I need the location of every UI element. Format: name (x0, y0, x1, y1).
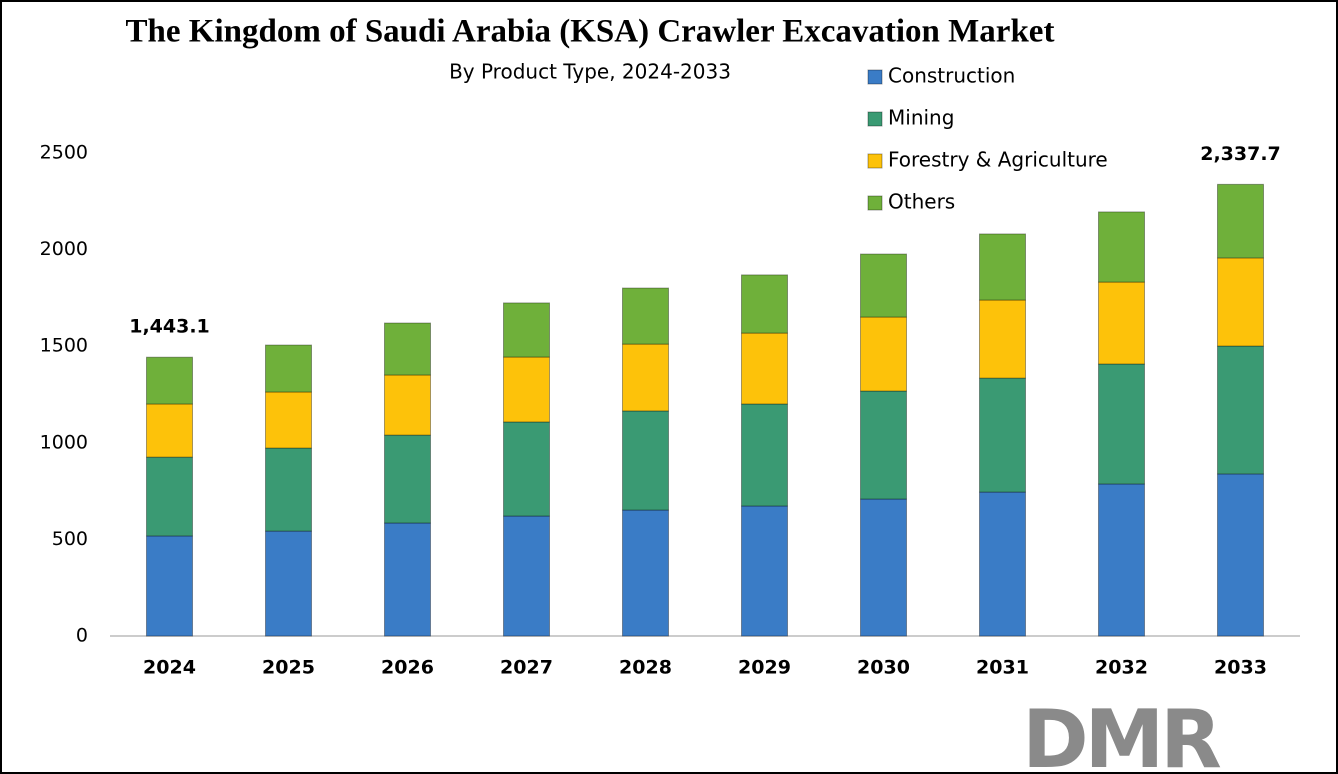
bar-segment (979, 491, 1026, 637)
bar-segment (860, 253, 907, 318)
x-tick-label: 2024 (143, 657, 196, 679)
bar-segment (384, 374, 431, 436)
bar-segment (1098, 483, 1145, 637)
bar-segment (265, 530, 312, 637)
bar-segment (146, 403, 193, 458)
y-tick-label: 2500 (40, 142, 88, 164)
bar-segment (979, 377, 1026, 493)
x-tick-label: 2027 (500, 657, 553, 679)
bar-segment (1217, 345, 1264, 475)
x-tick-label: 2030 (857, 657, 910, 679)
total-label: 2,337.7 (1200, 143, 1281, 165)
bar-segment (384, 522, 431, 637)
legend-swatch (867, 153, 883, 169)
logo-text: DMR (1022, 693, 1220, 774)
bar-segment (979, 233, 1026, 301)
bar-segment (860, 390, 907, 500)
bar-segment (146, 535, 193, 637)
legend-swatch (867, 195, 883, 211)
bar-segment (384, 434, 431, 524)
bar-segment (1098, 363, 1145, 485)
bar-segment (146, 356, 193, 405)
x-tick-label: 2032 (1095, 657, 1148, 679)
bar-segment (1098, 211, 1145, 283)
bar-segment (146, 456, 193, 537)
bar-segment (503, 302, 550, 358)
y-tick-label: 500 (52, 528, 88, 550)
total-label: 1,443.1 (129, 316, 210, 338)
bar-segment (622, 410, 669, 511)
bar-segment (1217, 473, 1264, 637)
bar-segment (503, 421, 550, 517)
y-tick-label: 2000 (40, 238, 88, 260)
bar-segment (384, 322, 431, 376)
bar-segment (860, 316, 907, 392)
x-tick-label: 2028 (619, 657, 672, 679)
bar-segment (622, 287, 669, 345)
bar-segment (622, 343, 669, 412)
y-tick-label: 1500 (40, 335, 88, 357)
legend-label: Mining (888, 106, 954, 130)
legend-label: Construction (888, 64, 1015, 88)
x-tick-label: 2029 (738, 657, 791, 679)
legend-label: Others (888, 190, 955, 214)
bar-segment (741, 505, 788, 637)
bar-segment (265, 391, 312, 449)
y-tick-label: 0 (76, 625, 88, 647)
x-tick-label: 2026 (381, 657, 434, 679)
x-tick-label: 2033 (1214, 657, 1267, 679)
chart-subtitle: By Product Type, 2024-2033 (449, 60, 731, 84)
y-tick-label: 1000 (40, 431, 88, 453)
bar-segment (741, 274, 788, 334)
legend-label: Forestry & Agriculture (888, 148, 1108, 172)
bar-segment (503, 356, 550, 423)
bar-segment (1217, 257, 1264, 347)
legend-swatch (867, 69, 883, 85)
chart-title: The Kingdom of Saudi Arabia (KSA) Crawle… (126, 14, 1055, 50)
bar-segment (741, 332, 788, 405)
bar-segment (1098, 281, 1145, 365)
legend-swatch (867, 111, 883, 127)
x-tick-label: 2031 (976, 657, 1029, 679)
bar-segment (860, 498, 907, 637)
bar-segment (979, 299, 1026, 379)
bar-segment (741, 403, 788, 507)
bar-segment (622, 509, 669, 637)
bar-segment (1217, 183, 1264, 259)
bar-segment (265, 447, 312, 532)
bar-segment (503, 515, 550, 637)
x-tick-label: 2025 (262, 657, 315, 679)
bar-segment (265, 344, 312, 393)
logo: DMR (1022, 693, 1224, 774)
